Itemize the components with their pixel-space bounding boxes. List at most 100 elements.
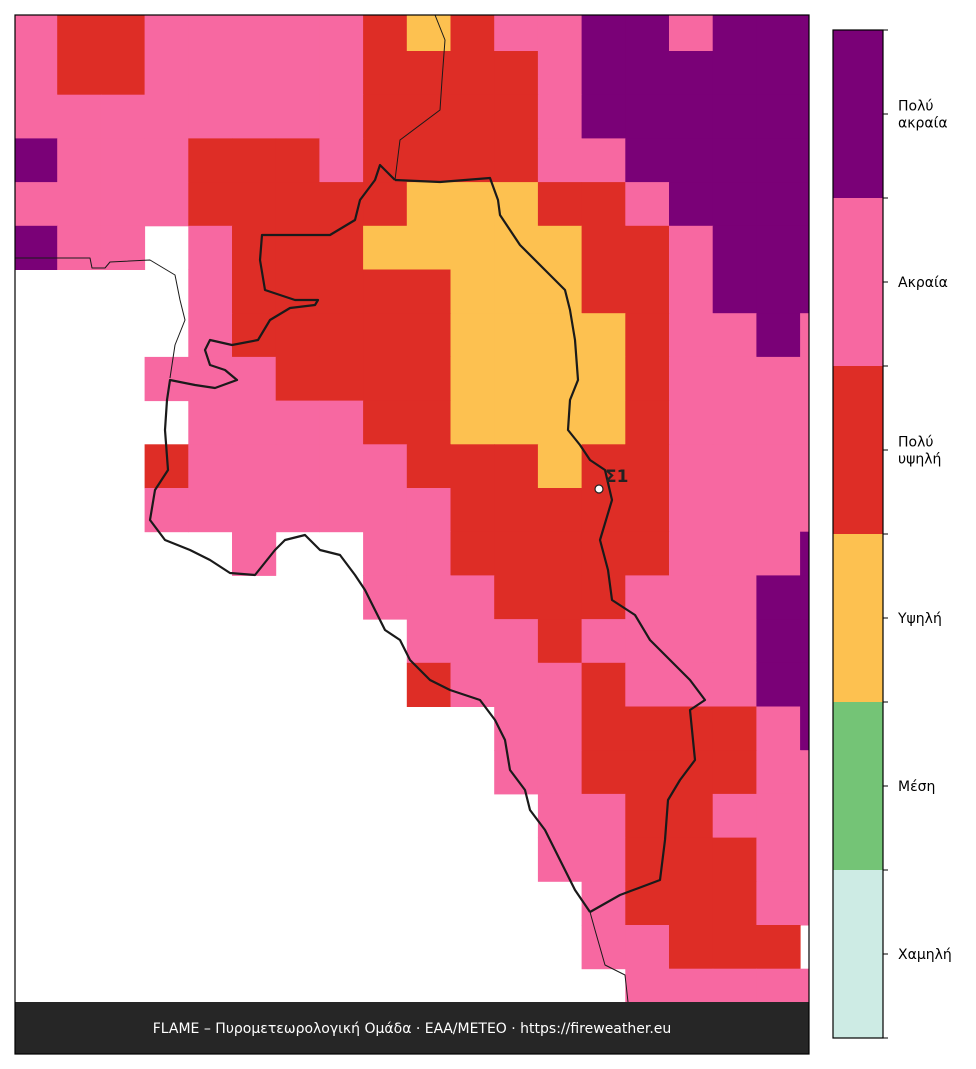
danger-cell — [144, 138, 189, 183]
danger-cell — [537, 662, 583, 707]
danger-cell — [756, 444, 801, 489]
danger-cell — [581, 356, 626, 402]
danger-cell — [625, 662, 670, 707]
danger-cell — [625, 182, 670, 227]
danger-cell — [232, 356, 277, 402]
colorbar-label-line: Υψηλή — [897, 611, 942, 627]
danger-cell — [15, 15, 58, 52]
danger-cell — [188, 444, 233, 489]
danger-cell — [669, 444, 714, 489]
danger-cell — [144, 182, 189, 227]
danger-cell — [363, 400, 408, 445]
danger-cell — [537, 94, 583, 139]
colorbar-label: Μέση — [898, 779, 935, 795]
danger-cell — [406, 182, 451, 227]
danger-cell — [494, 225, 539, 270]
danger-cell — [625, 444, 670, 489]
danger-cell — [406, 51, 451, 96]
danger-cell — [100, 94, 146, 139]
danger-cell — [100, 138, 146, 183]
danger-cell — [494, 444, 539, 489]
danger-cell — [537, 51, 583, 96]
colorbar-label-line: Πολύ — [898, 435, 933, 451]
danger-cell — [581, 837, 626, 882]
danger-cell — [100, 51, 146, 96]
danger-cell — [144, 15, 189, 52]
footer-text: FLAME – Πυρομετεωρολογική Ομάδα · ΕΑΑ/ME… — [153, 1021, 672, 1037]
danger-cell — [494, 400, 539, 445]
danger-cell — [712, 531, 757, 576]
danger-cell — [712, 138, 757, 183]
danger-cell — [800, 138, 809, 183]
danger-cell — [712, 444, 757, 489]
danger-cell — [712, 662, 757, 707]
danger-cell — [625, 356, 670, 402]
danger-cell — [712, 51, 757, 96]
danger-cell — [581, 444, 626, 489]
danger-cell — [406, 269, 451, 314]
danger-cell — [581, 575, 626, 620]
danger-cell — [800, 662, 809, 707]
danger-cell — [188, 488, 233, 533]
danger-cell — [232, 138, 277, 183]
danger-cell — [494, 51, 539, 96]
danger-cell — [144, 94, 189, 139]
danger-cell — [450, 531, 495, 576]
danger-cell — [319, 488, 364, 533]
danger-cell — [756, 706, 801, 751]
danger-cell — [756, 968, 801, 1002]
danger-cell — [581, 225, 626, 270]
danger-cell — [712, 925, 757, 970]
danger-cell — [669, 793, 714, 839]
danger-cell — [494, 94, 539, 139]
danger-cell — [625, 968, 670, 1002]
danger-cell — [537, 138, 583, 183]
danger-cell — [669, 182, 714, 227]
danger-cell — [625, 51, 670, 96]
danger-cell — [625, 225, 670, 270]
danger-cell — [406, 662, 451, 707]
danger-cell — [406, 356, 451, 402]
danger-cell — [363, 182, 408, 227]
danger-cell — [450, 619, 495, 664]
colorbar-label: Ακραία — [898, 275, 948, 291]
danger-cell — [537, 531, 583, 576]
danger-cell — [712, 793, 757, 839]
danger-cell — [188, 313, 233, 358]
danger-cell — [494, 356, 539, 402]
danger-cell — [581, 619, 626, 664]
danger-cell — [756, 925, 801, 970]
danger-cell — [756, 182, 801, 227]
danger-cell — [712, 182, 757, 227]
danger-cell — [494, 706, 539, 751]
danger-cell — [625, 531, 670, 576]
danger-cell — [800, 793, 809, 839]
station-label: Σ1 — [605, 467, 628, 487]
danger-cell — [494, 662, 539, 707]
colorbar-label: Πολύ ακραία — [898, 99, 948, 132]
danger-cell — [275, 444, 320, 489]
danger-cell — [275, 400, 320, 445]
danger-cell — [537, 575, 583, 620]
danger-cell — [450, 575, 495, 620]
danger-cell — [537, 356, 583, 402]
danger-cell — [581, 750, 626, 795]
danger-cell — [756, 488, 801, 533]
danger-cell — [232, 531, 277, 576]
danger-cell — [712, 706, 757, 751]
danger-cell — [363, 575, 408, 620]
danger-cell — [144, 51, 189, 96]
danger-cell — [581, 51, 626, 96]
danger-cell — [625, 94, 670, 139]
danger-cell — [669, 225, 714, 270]
danger-cell — [669, 531, 714, 576]
danger-cell — [625, 138, 670, 183]
colorbar-label-line: Μέση — [898, 779, 935, 795]
danger-cell — [319, 51, 364, 96]
map-frame — [14, 14, 810, 1055]
danger-cell — [100, 225, 146, 270]
danger-cell — [800, 444, 809, 489]
danger-cell — [363, 356, 408, 402]
danger-cell — [406, 488, 451, 533]
danger-cell — [406, 531, 451, 576]
